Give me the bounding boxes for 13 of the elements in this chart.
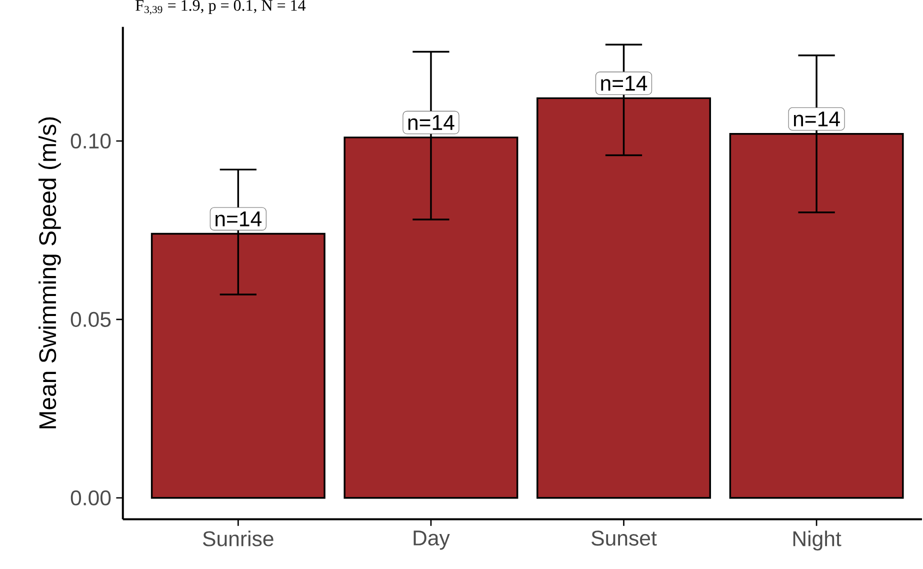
- annotation: n=14: [794, 112, 840, 126]
- y-axis-title: Mean Swimming Speed (m/s): [38, 117, 61, 428]
- x-tick-label: Sunrise: [203, 530, 274, 546]
- x-tick-label: Day: [414, 530, 450, 550]
- chart-title: F$_{3,39}$ = 1.9, p = 0.1, N = 14: [136, 0, 306, 15]
- annotation: n=14: [216, 211, 262, 226]
- annotation: n=14: [408, 115, 454, 130]
- y-tick-label: 0.10: [70, 133, 111, 148]
- y-tick-label: 0.05: [70, 312, 111, 327]
- annotation: n=14: [601, 76, 648, 90]
- x-tick-label: Night: [793, 530, 842, 550]
- x-tick-label: Sunset: [592, 530, 657, 546]
- y-tick-label: 0.00: [70, 490, 111, 506]
